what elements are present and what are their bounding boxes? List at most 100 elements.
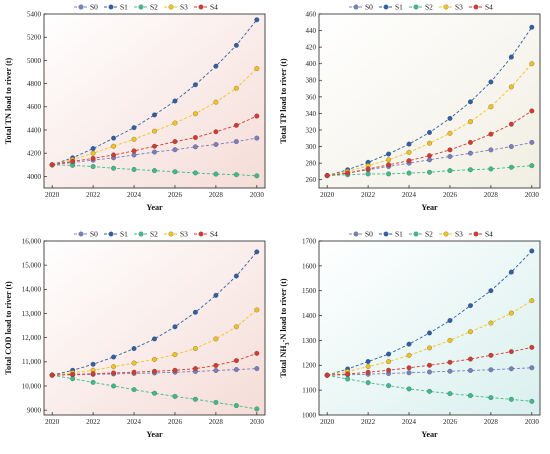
data-point-s2 [406, 386, 412, 392]
data-point-s2 [213, 171, 219, 177]
data-point-s3 [254, 307, 260, 313]
legend-marker [413, 4, 419, 10]
data-point-s2 [365, 380, 371, 386]
y-tick-label: 1700 [302, 237, 317, 245]
data-point-s2 [254, 406, 260, 412]
legend-item-s4: S4 [469, 3, 493, 12]
x-tick-label: 2028 [484, 418, 499, 426]
data-point-s4 [131, 369, 137, 375]
data-point-s1 [365, 359, 371, 364]
data-point-s3 [152, 128, 157, 134]
data-point-s3 [488, 104, 494, 110]
y-tick-label: 360 [306, 93, 317, 101]
data-point-s4 [70, 158, 76, 164]
legend-marker [78, 4, 84, 10]
y-tick-label: 12,000 [22, 334, 42, 342]
y-tick-label: 4400 [27, 126, 42, 134]
legend-marker [353, 4, 359, 10]
legend-label: S0 [365, 3, 373, 12]
legend-label: S2 [425, 3, 433, 12]
x-tick-label: 2024 [402, 191, 417, 199]
data-point-s3 [508, 84, 514, 90]
data-point-s2 [152, 390, 157, 396]
legend-marker [138, 4, 144, 10]
y-tick-label: 440 [306, 27, 317, 35]
legend-item-s3: S3 [439, 3, 463, 12]
data-point-s2 [427, 388, 432, 394]
data-point-s1 [468, 303, 473, 309]
data-point-s4 [90, 155, 96, 161]
data-point-s0 [468, 150, 473, 156]
legend-label: S3 [455, 230, 463, 239]
data-point-s4 [365, 166, 371, 172]
x-tick-label: 2030 [250, 418, 265, 426]
data-point-s4 [386, 367, 391, 373]
data-point-s0 [488, 367, 494, 373]
data-point-s3 [193, 111, 198, 117]
y-axis-title: Total NH3-N load to river (t) [279, 278, 291, 377]
legend-item-s3: S3 [439, 230, 463, 239]
data-point-s3 [172, 120, 178, 126]
legend-item-s0: S0 [74, 3, 98, 12]
data-point-s1 [172, 324, 178, 330]
legend-item-s0: S0 [74, 230, 98, 239]
chart-panel-cod: 2020 2022 2024 2026 2028 2030 9000 10,000 11,000… [0, 227, 275, 454]
data-point-s0 [447, 154, 453, 159]
x-tick-label: 2022 [86, 191, 101, 199]
y-tick-label: 400 [306, 60, 317, 68]
legend-item-s2: S2 [409, 3, 433, 12]
data-point-s3 [447, 130, 453, 136]
data-point-s4 [365, 369, 371, 375]
data-point-s4 [386, 162, 391, 168]
data-point-s0 [233, 367, 239, 372]
data-point-s2 [406, 170, 412, 176]
data-point-s3 [529, 61, 535, 67]
data-point-s1 [111, 354, 116, 360]
plot-background [319, 241, 540, 415]
data-point-s2 [365, 171, 371, 177]
data-point-s1 [213, 292, 219, 298]
data-point-s2 [508, 164, 514, 170]
y-tick-label: 5400 [27, 10, 42, 18]
y-tick-label: 4000 [27, 173, 42, 181]
data-point-s2 [386, 171, 391, 177]
series-line-s1 [52, 251, 258, 376]
data-point-s1 [254, 249, 260, 255]
data-point-s4 [508, 349, 514, 355]
legend-marker [473, 231, 479, 237]
legend-label: S4 [485, 3, 493, 12]
y-tick-label: 10,000 [22, 382, 42, 390]
data-point-s0 [468, 368, 473, 373]
plot-background [44, 241, 265, 415]
y-tick-label: 1000 [302, 411, 317, 419]
data-point-s4 [427, 362, 432, 368]
x-tick-label: 2030 [250, 191, 265, 199]
data-point-s1 [111, 135, 116, 141]
data-point-s4 [49, 162, 55, 168]
x-tick-label: 2030 [525, 418, 540, 426]
data-point-s3 [90, 150, 96, 156]
axes-frame [43, 13, 266, 189]
x-tick-label: 2022 [86, 418, 101, 426]
data-point-s2 [233, 403, 239, 408]
data-point-s2 [193, 170, 198, 176]
data-point-s4 [111, 152, 116, 158]
legend-label: S2 [425, 230, 433, 239]
y-axis-title: Total TN load to river (t) [4, 57, 13, 144]
data-point-s0 [488, 147, 494, 153]
data-point-s0 [233, 139, 239, 145]
legend-marker [383, 231, 389, 237]
series-line-s0 [327, 141, 532, 177]
legend-marker [198, 231, 204, 237]
data-point-s3 [111, 143, 116, 149]
data-point-s0 [152, 149, 157, 155]
data-point-s2 [427, 169, 432, 175]
data-point-s1 [386, 351, 391, 357]
data-point-s4 [324, 372, 330, 378]
legend-marker [168, 4, 174, 10]
data-point-s1 [447, 318, 453, 323]
data-point-s1 [468, 99, 473, 105]
chart-svg-tp: 2020 2022 2024 2026 2028 2030 260 280 300 320 340 3… [279, 3, 541, 212]
legend-item-s3: S3 [164, 3, 188, 12]
data-point-s4 [529, 108, 535, 114]
